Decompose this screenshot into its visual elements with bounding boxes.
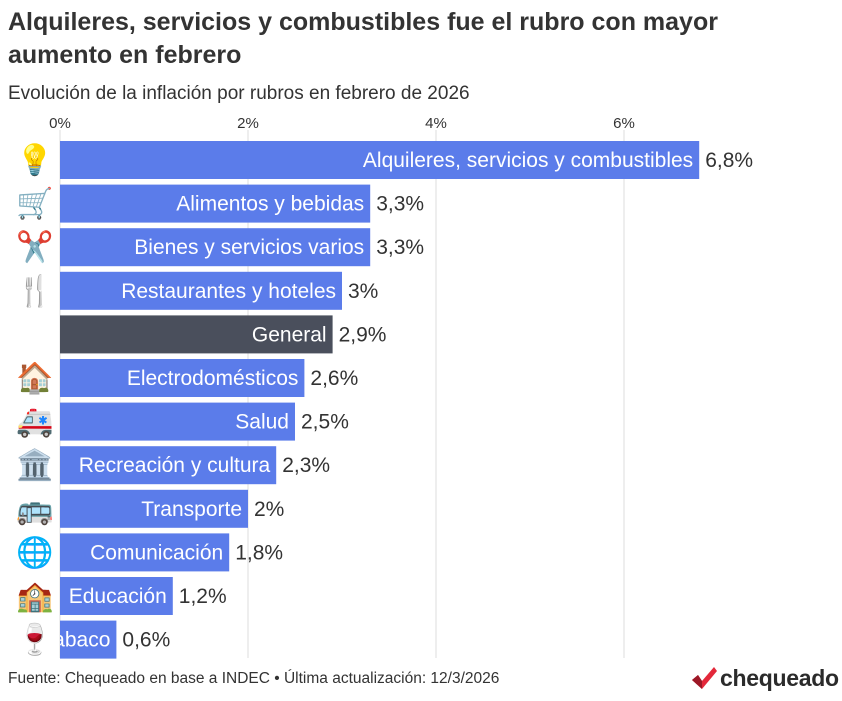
bar — [60, 620, 117, 659]
value-label: 3,3% — [376, 236, 424, 259]
category-label: Transporte — [141, 498, 242, 521]
value-label: 6,8% — [705, 149, 753, 172]
category-label: Recreación y cultura — [79, 454, 271, 477]
category-icon: 🚌 — [16, 493, 53, 526]
x-tick-label: 6% — [613, 115, 635, 132]
x-tick-label: 0% — [49, 115, 71, 132]
value-label: 2% — [254, 498, 284, 521]
category-label: Salud — [235, 411, 289, 434]
bar — [60, 533, 230, 572]
bar — [60, 446, 277, 485]
logo-text: chequeado — [720, 664, 839, 691]
category-label: Alimentos y bebidas — [176, 193, 364, 216]
category-label: Educación — [69, 585, 167, 608]
chart-title: Alquileres, servicios y combustibles fue… — [8, 8, 718, 69]
category-label: Restaurantes y hoteles — [121, 280, 336, 303]
category-icon: 🛒 — [16, 186, 53, 221]
value-label: 1,2% — [179, 585, 227, 608]
x-tick-label: 2% — [237, 115, 259, 132]
chequeado-logo-icon — [692, 667, 717, 689]
value-label: 3,3% — [376, 193, 424, 216]
category-label: Electrodomésticos — [127, 367, 299, 390]
value-label: 2,6% — [310, 367, 358, 390]
category-icon: ✂️ — [16, 228, 53, 264]
value-label: 2,9% — [339, 323, 387, 346]
value-label: 3% — [348, 280, 378, 303]
category-icon: 🍷 — [16, 622, 53, 657]
bar-chart: 0% 2% 4% 6% Alquileres, servicios y combusti… — [16, 115, 753, 659]
value-label: 2,3% — [282, 454, 330, 477]
category-icon: 🏛️ — [16, 447, 53, 482]
chart-subtitle: Evolución de la inflación por rubros en … — [8, 83, 470, 104]
bar — [60, 577, 173, 615]
source-note: Fuente: Chequeado en base a INDEC • Últi… — [8, 670, 500, 687]
category-icon: 🍴 — [16, 273, 53, 309]
category-label: Comunicación — [90, 541, 223, 564]
x-tick-label: 4% — [425, 115, 447, 132]
bar — [60, 315, 333, 354]
bar — [60, 228, 371, 267]
value-label: 0,6% — [122, 629, 170, 652]
bar — [60, 184, 371, 223]
bar — [60, 489, 248, 528]
category-label: Alquileres, servicios y combustibles — [363, 149, 693, 172]
category-label: General — [252, 323, 327, 346]
category-icon: 🌐 — [16, 534, 53, 569]
bar — [60, 359, 305, 397]
bar — [60, 271, 342, 310]
bar — [60, 402, 295, 441]
category-label: Bienes y servicios varios — [134, 236, 364, 259]
bar — [60, 141, 700, 179]
category-icon: 💡 — [16, 142, 53, 177]
value-label: 1,8% — [235, 541, 283, 564]
category-icon: 🏠 — [16, 361, 53, 395]
value-label: 2,5% — [301, 411, 349, 434]
category-label: Tabaco — [43, 629, 111, 652]
category-icon: 🏫 — [16, 580, 53, 613]
category-icon: 🚑 — [16, 406, 53, 439]
chequeado-logo[interactable]: chequeado — [690, 663, 839, 693]
